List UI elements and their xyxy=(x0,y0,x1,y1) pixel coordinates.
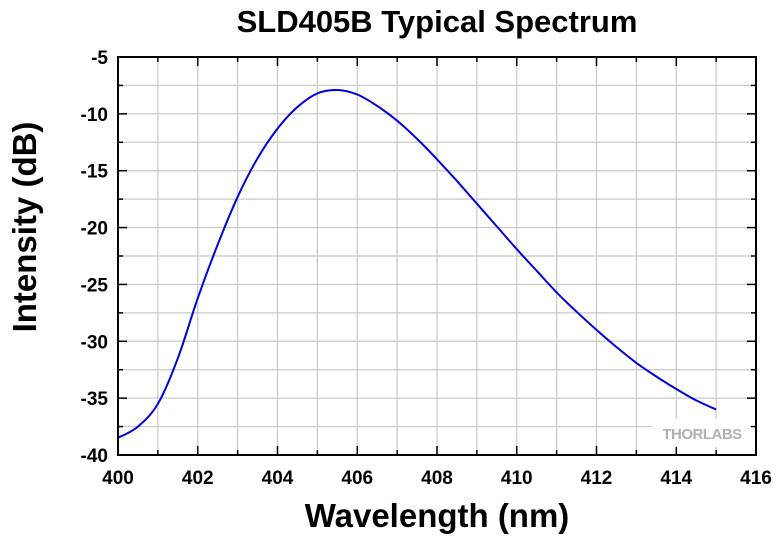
y-tick-label: -20 xyxy=(81,219,108,240)
thorlabs-logo: THORLABS xyxy=(652,419,750,447)
series-line xyxy=(117,88,717,439)
logo-text: THORLABS xyxy=(662,426,742,443)
y-tick-label: -35 xyxy=(81,389,109,410)
x-tick-labels: 400 402 404 406 408 410 412 414 416 xyxy=(102,468,772,489)
chart-title: SLD405B Typical Spectrum xyxy=(237,4,638,39)
x-tick-label: 404 xyxy=(262,468,294,489)
plot-frame xyxy=(117,56,757,456)
y-tick-label: -15 xyxy=(81,162,109,183)
x-tick-label: 410 xyxy=(501,468,533,489)
x-axis-label: Wavelength (nm) xyxy=(305,497,570,534)
y-axis-label: Intensity (dB) xyxy=(6,122,43,333)
y-tick-label: -40 xyxy=(81,446,108,467)
x-tick-label: 412 xyxy=(581,468,613,489)
y-tick-label: -5 xyxy=(91,48,108,69)
x-tick-label: 408 xyxy=(421,468,453,489)
y-tick-label: -30 xyxy=(81,332,108,353)
x-tick-label: 400 xyxy=(102,468,134,489)
x-tick-label: 414 xyxy=(660,468,692,489)
y-tick-label: -10 xyxy=(81,105,108,126)
y-tick-labels: -5 -10 -15 -20 -25 -30 -35 -40 xyxy=(81,48,109,467)
x-tick-label: 406 xyxy=(341,468,373,489)
x-tick-label: 416 xyxy=(740,468,772,489)
x-tick-label: 402 xyxy=(182,468,214,489)
y-tick-label: -25 xyxy=(81,275,109,296)
